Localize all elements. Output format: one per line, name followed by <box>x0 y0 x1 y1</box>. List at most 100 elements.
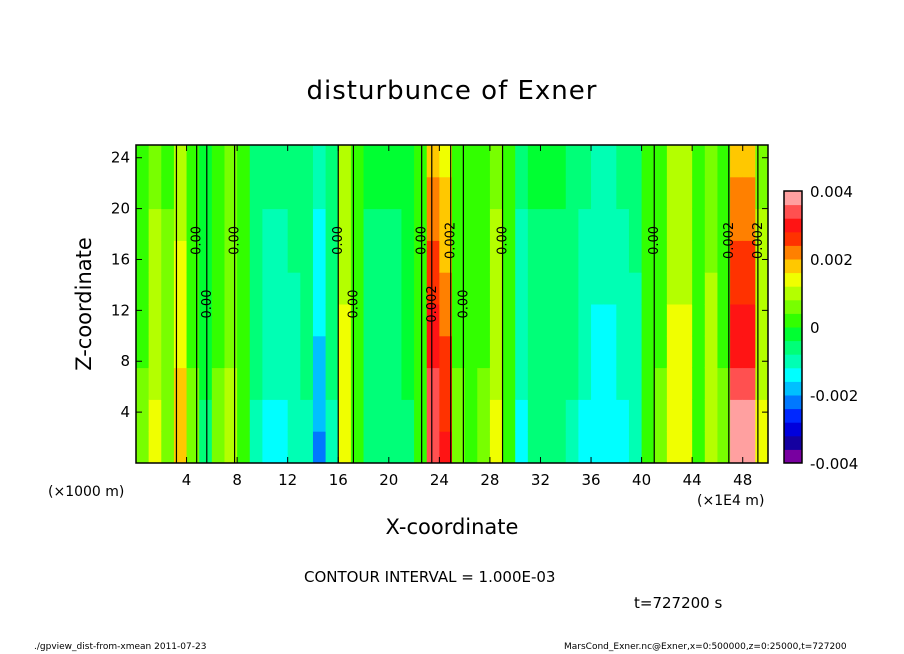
colorbar-swatch <box>784 381 802 396</box>
heatmap-cell <box>426 304 440 337</box>
heatmap-cell <box>224 272 238 305</box>
contour-label: 0.00 <box>331 226 346 255</box>
heatmap-cell <box>376 240 390 273</box>
heatmap-cell <box>489 335 504 369</box>
heatmap-cell <box>692 431 706 464</box>
heatmap-cell <box>641 272 655 305</box>
heatmap-cell <box>224 367 238 400</box>
heatmap-cell <box>603 240 617 273</box>
heatmap-cell <box>628 335 643 369</box>
heatmap-cell <box>148 367 162 400</box>
heatmap-cell <box>452 240 466 273</box>
heatmap-cell <box>237 399 251 432</box>
chart-title: disturbunce of Exner <box>306 76 598 106</box>
heatmap-cell <box>755 431 769 464</box>
heatmap-cell <box>742 240 756 273</box>
heatmap-cell <box>350 431 365 464</box>
heatmap-cell <box>426 431 440 464</box>
heatmap-cell <box>628 431 643 464</box>
heatmap-cell <box>426 176 440 210</box>
heatmap-cell <box>325 240 339 273</box>
heatmap-cell <box>199 208 213 241</box>
y-tick-label: 4 <box>120 403 130 421</box>
heatmap-cell <box>401 208 415 241</box>
heatmap-cell <box>161 208 175 241</box>
heatmap-cell <box>553 399 567 432</box>
heatmap-cell <box>489 431 504 464</box>
heatmap-cell <box>452 304 466 337</box>
heatmap-cell <box>338 335 352 369</box>
heatmap-cell <box>414 208 428 241</box>
heatmap-cell <box>287 272 301 305</box>
heatmap-cell <box>654 145 668 178</box>
heatmap-cell <box>654 176 668 210</box>
heatmap-cell <box>325 176 339 210</box>
heatmap-cell <box>199 367 213 400</box>
contour-label: 0.00 <box>190 226 205 255</box>
heatmap-cell <box>199 431 213 464</box>
colorbar-swatch <box>784 191 802 206</box>
heatmap-cell <box>275 272 289 305</box>
heatmap-cell <box>401 272 415 305</box>
heatmap-cell <box>426 240 440 273</box>
heatmap-cell <box>173 335 188 369</box>
heatmap-cell <box>350 272 365 305</box>
heatmap-cell <box>477 272 491 305</box>
heatmap-cell <box>616 367 630 400</box>
heatmap-cell <box>300 399 314 432</box>
heatmap-cell <box>553 335 567 369</box>
heatmap-cell <box>692 335 706 369</box>
heatmap-cell <box>249 367 263 400</box>
heatmap-cell <box>692 145 706 178</box>
heatmap-cell <box>489 176 504 210</box>
heatmap-cell <box>350 145 365 178</box>
heatmap-cell <box>540 367 554 400</box>
heatmap-cell <box>414 176 428 210</box>
heatmap-cell <box>388 431 402 464</box>
heatmap-cell <box>654 399 668 432</box>
heatmap-cell <box>439 304 453 337</box>
heatmap-cell <box>692 240 706 273</box>
heatmap-cell <box>679 272 693 305</box>
heatmap-cell <box>439 272 453 305</box>
heatmap-cell <box>237 335 251 369</box>
heatmap-cell <box>730 399 744 432</box>
colorbar-swatch <box>784 259 802 274</box>
heatmap-cell <box>199 399 213 432</box>
heatmap-cell <box>350 367 365 400</box>
heatmap-cell <box>186 431 200 464</box>
x-tick-label: 28 <box>480 471 499 489</box>
heatmap-cell <box>616 145 630 178</box>
heatmap-cell <box>717 272 731 305</box>
heatmap-cell <box>186 176 200 210</box>
heatmap-cell <box>641 208 655 241</box>
heatmap-cell <box>666 145 681 178</box>
heatmap-cell <box>666 240 681 273</box>
heatmap-cell <box>704 399 718 432</box>
heatmap-cell <box>502 399 516 432</box>
heatmap-cell <box>439 335 453 369</box>
heatmap-cell <box>199 304 213 337</box>
heatmap-cell <box>692 176 706 210</box>
heatmap-cell <box>224 335 238 369</box>
heatmap-cell <box>350 335 365 369</box>
heatmap-cell <box>363 304 377 337</box>
heatmap-cell <box>211 240 225 273</box>
heatmap-cell <box>565 272 579 305</box>
heatmap-cell <box>388 304 402 337</box>
heatmap-cell <box>148 208 162 241</box>
heatmap-cell <box>464 367 478 400</box>
heatmap-cell <box>148 431 162 464</box>
heatmap-cell <box>401 240 415 273</box>
heatmap-cell <box>641 431 655 464</box>
heatmap-cell <box>502 367 516 400</box>
heatmap-cell <box>616 272 630 305</box>
heatmap-cell <box>224 176 238 210</box>
heatmap-cell <box>300 145 314 178</box>
contour-label: 0.00 <box>647 226 662 255</box>
heatmap-cell <box>401 335 415 369</box>
plot-frame <box>135 144 769 464</box>
heatmap-cell <box>527 240 541 273</box>
heatmap-cell <box>515 272 529 305</box>
